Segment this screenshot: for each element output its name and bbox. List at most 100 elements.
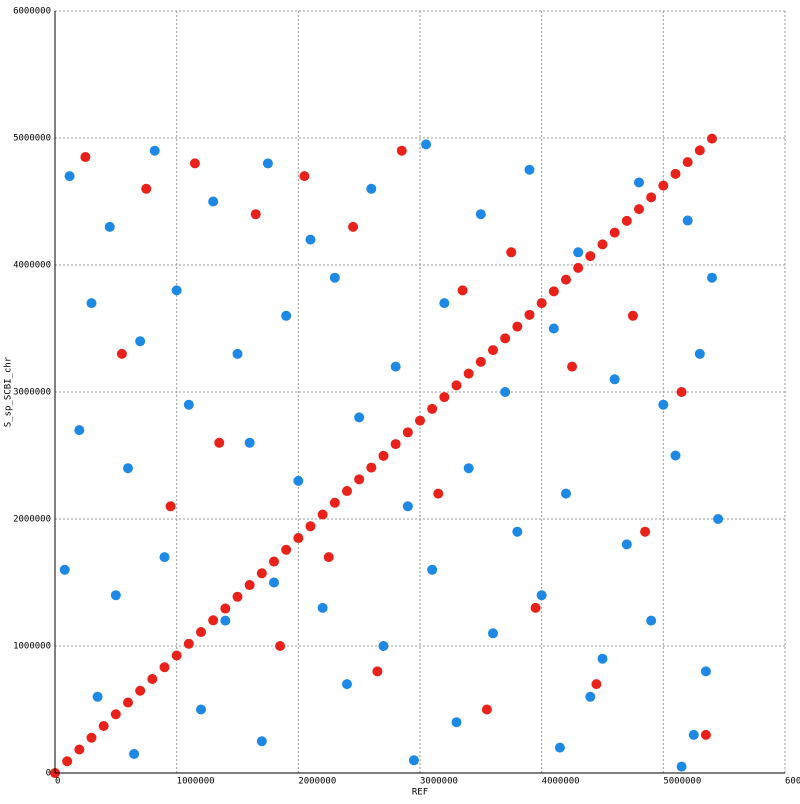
point [293,475,304,486]
point [86,732,97,743]
point [354,412,365,423]
point [232,591,243,602]
point [694,145,705,156]
point [530,602,541,613]
point [159,552,170,563]
point [713,514,724,524]
point [317,602,328,613]
y-tick-label: 0 [46,769,51,779]
point [165,501,176,512]
point [421,139,432,150]
point [135,336,146,347]
point [402,501,413,512]
point [463,463,474,474]
point [281,544,292,555]
y-tick-label: 2000000 [13,515,51,525]
point [147,674,158,685]
point [220,603,231,614]
point [208,196,219,207]
point [707,272,717,283]
y-axis-label: S_sp_SCBI_chr [4,356,14,427]
point [256,568,267,579]
point [567,361,578,372]
point [427,564,438,575]
point [262,158,273,169]
point [329,272,340,283]
point [244,437,255,448]
point [439,298,450,309]
x-tick-label: 5000000 [663,777,701,787]
point [256,736,267,747]
point [658,399,669,410]
point [129,748,140,759]
point [86,298,97,309]
point [585,251,596,262]
point [548,286,559,297]
point [463,368,474,379]
point [512,526,523,537]
point [366,462,377,473]
point [554,742,565,753]
point [214,437,225,448]
point [378,641,389,651]
point [348,221,359,232]
point [354,474,365,485]
point [269,556,279,567]
point [646,192,657,203]
point [390,361,401,372]
point [561,488,571,499]
point [506,247,517,258]
marks [50,133,724,778]
point [573,262,584,273]
point [609,227,620,238]
point [208,615,219,626]
point [305,521,316,532]
point [488,345,498,356]
point [123,463,133,474]
point [171,650,182,661]
point [700,729,711,740]
point [110,709,121,720]
point [220,615,231,626]
point [402,427,413,438]
point [396,145,407,156]
grid [54,10,786,774]
point [457,285,468,296]
point [123,697,133,708]
point [627,310,638,321]
point [573,247,584,258]
point [548,323,559,334]
point [621,539,632,550]
point [342,486,352,497]
point [281,310,292,321]
point [269,577,279,588]
point [427,403,438,414]
point [433,488,444,499]
point [98,721,109,732]
point [707,133,717,144]
point [688,729,699,740]
x-tick-label: 3000000 [420,777,458,787]
point [700,666,711,677]
point [293,533,304,544]
y-tick-label: 4000000 [13,261,51,271]
point [694,348,705,359]
point [92,691,103,702]
y-tick-label: 1000000 [13,642,51,652]
point [116,348,127,359]
point [475,356,486,367]
point [390,439,401,450]
point [104,221,115,232]
point [149,145,160,156]
point [634,177,644,188]
point [171,285,182,296]
point [475,209,486,220]
x-tick-label: 4000000 [542,777,580,787]
point [646,615,657,626]
point [74,425,85,436]
point [536,590,547,601]
x-tick-label: 0 [55,777,60,787]
y-tick-label: 5000000 [13,134,51,144]
